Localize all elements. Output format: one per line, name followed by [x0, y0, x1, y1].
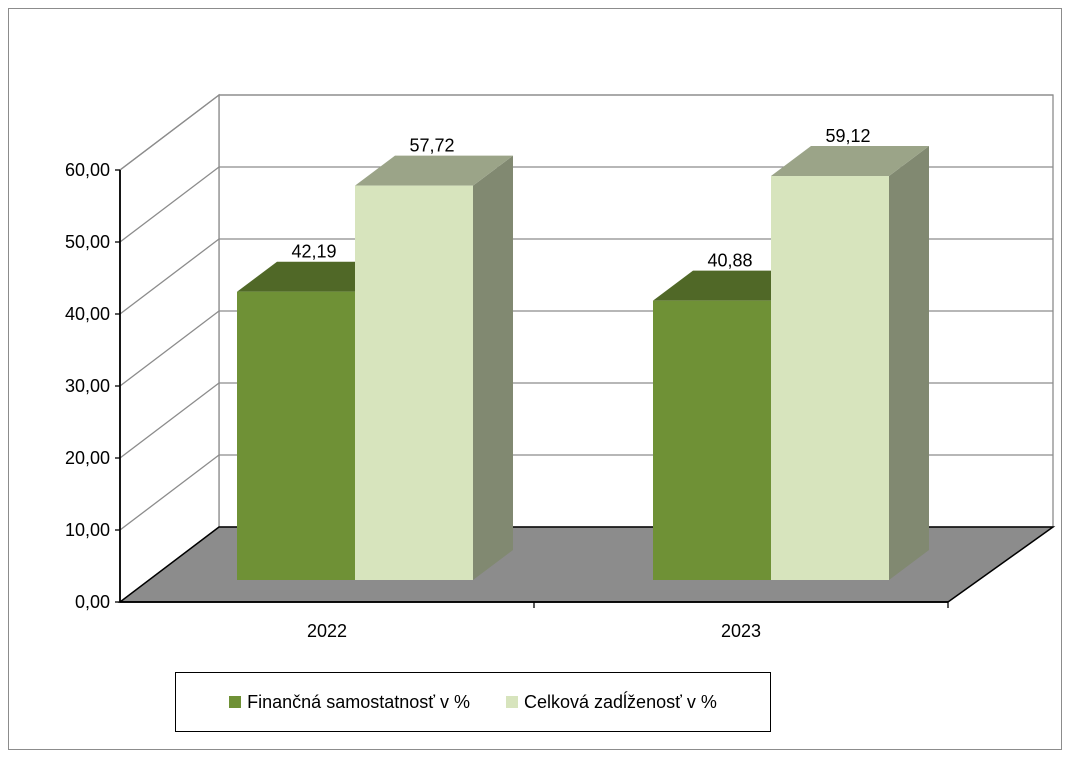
- gridline-side: [119, 382, 220, 459]
- y-tick-label: 0,00: [75, 592, 110, 612]
- bar-top-2-2022: [355, 155, 513, 186]
- gridline-side: [119, 238, 220, 315]
- data-label-series-1-2022: 42,19: [291, 242, 336, 262]
- data-label-series-2-2022: 57,72: [409, 136, 454, 156]
- bar-series-1-2022: [237, 291, 355, 580]
- y-tick-label: 20,00: [65, 448, 110, 468]
- gridline-side: [119, 454, 220, 531]
- gridline-side: [119, 94, 220, 171]
- bar-series-1-2023: [653, 300, 771, 580]
- x-tick-label: 2022: [307, 621, 347, 641]
- bar-top-2-2023: [771, 146, 929, 177]
- legend-swatch-series-1: [229, 696, 242, 708]
- bar-side-2-2023: [889, 146, 929, 580]
- y-tick-label: 30,00: [65, 376, 110, 396]
- legend-label-series-1: Finančná samostatnosť v %: [247, 691, 470, 712]
- legend-item-series-1: Finančná samostatnosť v %: [229, 692, 470, 713]
- legend-swatch-series-2: [506, 696, 518, 708]
- legend-label-series-2: Celková zadĺženosť v %: [524, 691, 717, 712]
- y-tick-label: 40,00: [65, 304, 110, 324]
- data-label-series-2-2023: 59,12: [825, 126, 870, 146]
- x-tick-label: 2023: [721, 621, 761, 641]
- legend-item-series-2: Celková zadĺženosť v %: [506, 692, 717, 713]
- gridline-side: [119, 310, 220, 387]
- y-tick-label: 50,00: [65, 232, 110, 252]
- y-tick-label: 60,00: [65, 160, 110, 180]
- bar-side-2-2022: [473, 155, 513, 580]
- gridline-side: [119, 166, 220, 243]
- data-label-series-1-2023: 40,88: [707, 251, 752, 271]
- chart-legend: Finančná samostatnosť v % Celková zadĺže…: [175, 672, 771, 732]
- bar-series-2-2023: [771, 176, 889, 580]
- bar-series-2-2022: [355, 185, 473, 580]
- y-tick-label: 10,00: [65, 520, 110, 540]
